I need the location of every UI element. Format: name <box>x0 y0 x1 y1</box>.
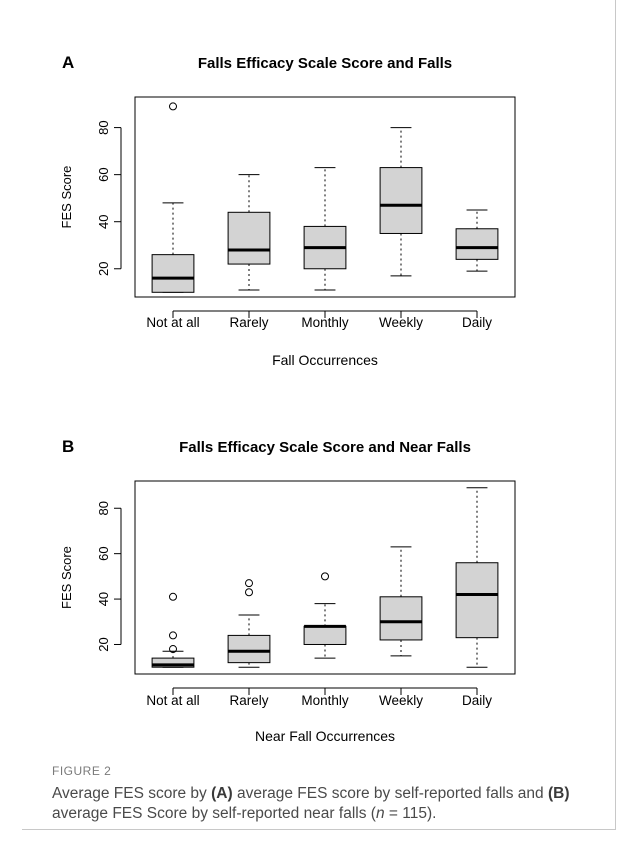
panel-b-outlier-point <box>245 579 253 588</box>
panel-a-box <box>379 167 423 234</box>
caption-a-text: average FES score by self-reported falls… <box>232 785 548 802</box>
figure-frame <box>22 0 616 830</box>
panel-b-y-tick-label: 20 <box>96 637 111 651</box>
panel-b-y-tick-label: 80 <box>96 501 111 515</box>
panel-b-y-tick-label: 40 <box>96 592 111 606</box>
panel-b-box <box>227 634 271 664</box>
panel-a-y-axis-label: FES Score <box>59 166 74 229</box>
panel-b-x-tick-label: Weekly <box>379 693 423 708</box>
panel-a-y-tick-label: 20 <box>96 262 111 276</box>
figure-caption: Average FES score by (A) average FES sco… <box>52 784 592 824</box>
panel-a-plot-border <box>134 96 516 298</box>
panel-a-box <box>151 254 195 293</box>
panel-b-x-axis-label: Near Fall Occurrences <box>255 728 395 744</box>
panel-a-box <box>227 211 271 265</box>
panel-b-outlier-point <box>169 645 177 654</box>
caption-prefix: Average FES score by <box>52 785 212 802</box>
panel-a-y-tick-label: 40 <box>96 214 111 228</box>
panel-a-y-tick-label: 80 <box>96 120 111 134</box>
caption-a-tag: (A) <box>211 785 233 802</box>
panel-b-x-tick-label: Daily <box>462 693 492 708</box>
panel-b-x-tick-label: Rarely <box>229 693 268 708</box>
panel-b-y-axis-label: FES Score <box>59 546 74 609</box>
panel-b-y-tick-label: 60 <box>96 546 111 560</box>
panel-a-title: Falls Efficacy Scale Score and Falls <box>198 55 452 72</box>
panel-b-box <box>151 657 195 668</box>
caption-n-var: n <box>375 805 385 822</box>
panel-b-outlier-point <box>169 592 177 601</box>
panel-b-outlier-point <box>169 631 177 640</box>
panel-b-box <box>455 562 499 639</box>
panel-a-box <box>455 228 499 260</box>
panel-b-plot-border <box>134 480 516 675</box>
panel-b-x-tick-label: Monthly <box>301 693 349 708</box>
panel-a-x-tick-label: Not at all <box>146 315 199 330</box>
caption-b-tag: (B) <box>547 785 570 802</box>
caption-n-text: = 115). <box>384 805 437 822</box>
panel-b-label: B <box>62 437 74 456</box>
panel-a-x-tick-label: Monthly <box>301 315 349 330</box>
panel-b-outlier-point <box>321 572 329 581</box>
panel-b-x-tick-label: Not at all <box>146 693 199 708</box>
figure-svg: A Falls Efficacy Scale Score and Falls 20 4… <box>59 53 516 744</box>
panel-b-box <box>303 625 347 645</box>
figure-caption-label: FIGURE 2 <box>52 764 112 778</box>
caption-b-text: average FES Score by self-reported near … <box>52 805 376 822</box>
panel-a-outlier-point <box>169 102 177 111</box>
panel-a-x-tick-label: Weekly <box>379 315 423 330</box>
panel-a-x-axis-label: Fall Occurrences <box>272 352 378 368</box>
panel-b-outlier-point <box>245 588 253 597</box>
panel-a-x-tick-label: Rarely <box>229 315 268 330</box>
panel-a-x-tick-label: Daily <box>462 315 492 330</box>
panel-a-label: A <box>62 53 74 72</box>
panel-b-title: Falls Efficacy Scale Score and Near Fall… <box>179 439 471 456</box>
panel-a-y-tick-label: 60 <box>96 167 111 181</box>
panel-b-box <box>379 596 423 641</box>
